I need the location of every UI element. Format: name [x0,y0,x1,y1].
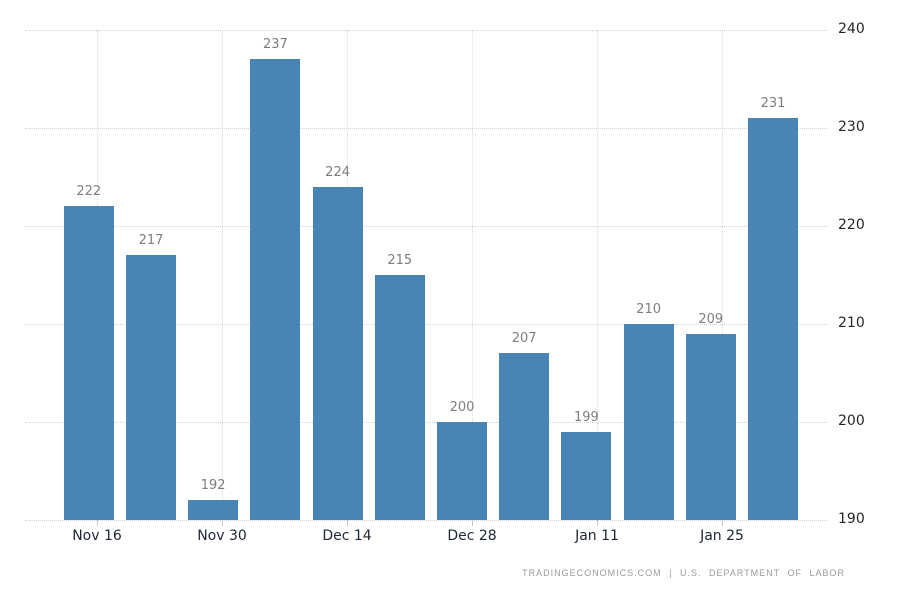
x-axis-label: Jan 11 [575,528,619,544]
x-axis-label: Nov 16 [72,528,122,544]
bar-value-label: 231 [760,96,786,112]
gridline-vertical [472,30,473,520]
x-axis-label: Dec 28 [447,528,497,544]
bar[interactable] [499,353,550,520]
x-axis-tick [222,520,223,526]
plot-area: 222 217 192 237 224 215 200 207 199 210 209 231 [25,30,827,526]
x-axis-tick [722,520,723,526]
y-axis-label: 210 [838,315,865,331]
gridline-horizontal [25,422,827,423]
gridline-horizontal [25,324,827,325]
bar-value-label: 224 [325,164,350,180]
x-axis-tick [97,520,98,526]
x-axis-tick [597,520,598,526]
x-axis-label: Dec 14 [322,528,372,544]
bar[interactable] [623,324,674,520]
x-axis-label: Nov 30 [197,528,247,544]
bar[interactable] [312,186,363,520]
gridline-horizontal [25,128,827,129]
attribution-text: TRADINGECONOMICS.COM | U.S. DEPARTMENT O… [522,568,845,578]
bar-value-label: 222 [76,184,102,200]
bar-value-label: 210 [636,302,661,317]
gridline-vertical [722,30,723,520]
bar[interactable] [437,422,487,520]
bar-value-label: 199 [573,409,599,425]
x-axis-tick [472,520,473,526]
bar-value-label: 209 [698,311,724,327]
bar-value-label: 237 [262,37,288,53]
bar[interactable] [374,275,425,520]
bar[interactable] [250,59,301,520]
y-axis-label: 200 [838,413,865,429]
bar[interactable] [685,333,736,520]
gridline-horizontal [25,226,827,227]
x-axis-label: Jan 25 [700,528,744,544]
x-axis-tick [347,520,348,526]
bar[interactable] [748,118,798,520]
gridline-horizontal [25,520,827,521]
gridline-vertical [597,30,598,520]
bar[interactable] [188,500,239,520]
bar[interactable] [126,255,176,520]
bar-value-label: 192 [200,478,226,494]
y-axis-label: 240 [838,21,865,37]
gridline-horizontal [25,30,827,31]
bar-value-label: 217 [138,233,164,249]
gridline-vertical [222,30,223,520]
bar[interactable] [561,431,612,520]
y-axis-label: 220 [838,217,865,233]
bar[interactable] [63,206,114,520]
bar-value-label: 215 [387,253,413,268]
bar-value-label: 200 [449,400,475,415]
bar-value-label: 207 [511,331,537,347]
y-axis-label: 230 [838,119,865,135]
y-axis-label: 190 [838,511,865,527]
